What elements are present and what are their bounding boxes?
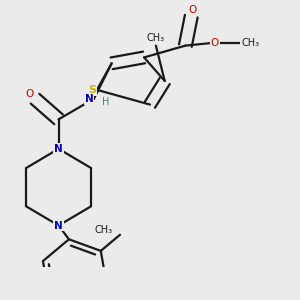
Text: O: O	[189, 5, 197, 15]
Text: O: O	[211, 38, 219, 48]
Text: CH₃: CH₃	[94, 225, 112, 236]
Text: N: N	[54, 144, 63, 154]
Text: H: H	[102, 97, 110, 107]
Text: O: O	[25, 89, 33, 99]
Text: CH₃: CH₃	[147, 33, 165, 43]
Text: S: S	[88, 85, 97, 95]
Text: N: N	[54, 220, 63, 230]
Text: N: N	[85, 94, 93, 104]
Text: CH₃: CH₃	[241, 38, 259, 48]
